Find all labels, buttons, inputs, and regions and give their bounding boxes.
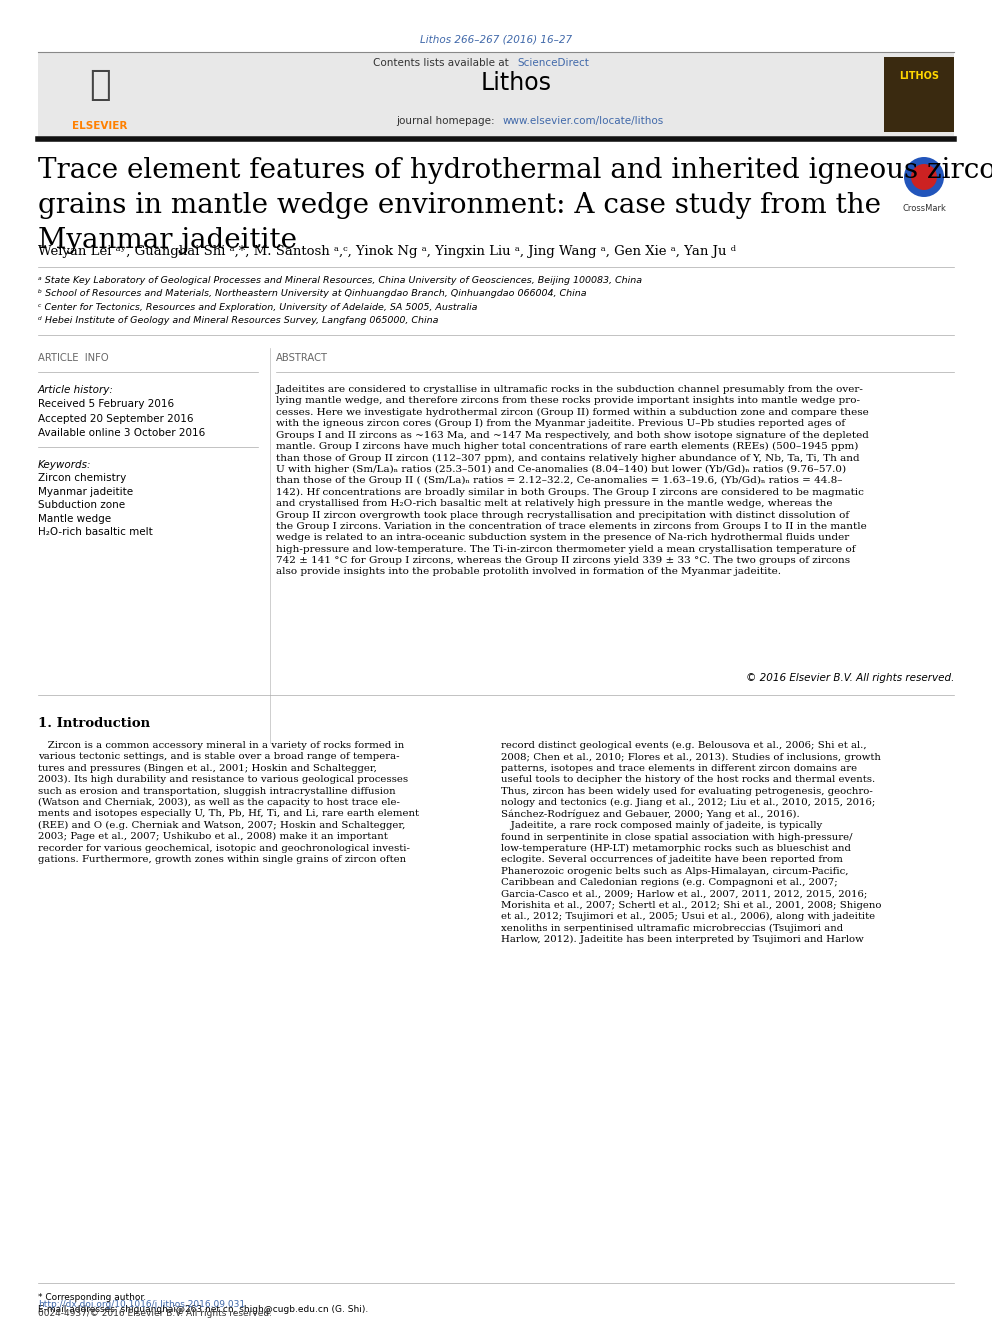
Text: Lithos: Lithos [480,71,552,95]
Text: Received 5 February 2016: Received 5 February 2016 [38,400,175,410]
Text: ABSTRACT: ABSTRACT [276,353,328,363]
Bar [38,53,954,136]
Text: ᶜ Center for Tectonics, Resources and Exploration, University of Adelaide, SA 50: ᶜ Center for Tectonics, Resources and Ex… [38,303,477,312]
Text: CrossMark: CrossMark [902,204,946,213]
Bar [884,57,954,132]
Text: record distinct geological events (e.g. Belousova et al., 2006; Shi et al.,
2008: record distinct geological events (e.g. … [501,741,882,945]
Text: Accepted 20 September 2016: Accepted 20 September 2016 [38,414,193,423]
Text: E-mail addresses: shiguanghai@263.net.cn, shigh@cugb.edu.cn (G. Shi).: E-mail addresses: shiguanghai@263.net.cn… [38,1304,368,1314]
Text: Trace element features of hydrothermal and inherited igneous zircon
grains in ma: Trace element features of hydrothermal a… [38,157,992,254]
Text: H₂O-rich basaltic melt: H₂O-rich basaltic melt [38,528,153,537]
Text: LITHOS: LITHOS [899,70,939,81]
Text: Zircon chemistry: Zircon chemistry [38,474,126,483]
Text: www.elsevier.com/locate/lithos: www.elsevier.com/locate/lithos [503,116,665,126]
Text: ARTICLE  INFO: ARTICLE INFO [38,353,109,363]
Text: Jadeitites are considered to crystallise in ultramafic rocks in the subduction c: Jadeitites are considered to crystallise… [276,385,869,576]
Text: * Corresponding author.: * Corresponding author. [38,1293,146,1302]
Text: ScienceDirect: ScienceDirect [517,58,589,67]
Text: Myanmar jadeitite: Myanmar jadeitite [38,487,133,497]
Text: journal homepage:: journal homepage: [396,116,501,126]
Text: 1. Introduction: 1. Introduction [38,717,150,730]
Text: ᵇ School of Resources and Materials, Northeastern University at Qinhuangdao Bran: ᵇ School of Resources and Materials, Nor… [38,290,586,299]
Text: © 2016 Elsevier B.V. All rights reserved.: © 2016 Elsevier B.V. All rights reserved… [746,673,954,683]
Text: Zircon is a common accessory mineral in a variety of rocks formed in
various tec: Zircon is a common accessory mineral in … [38,741,419,864]
Text: Subduction zone: Subduction zone [38,500,125,511]
Text: Weiyan Lei ᵃʸ, Guanghai Shi ᵃ,*, M. Santosh ᵃ,ᶜ, Yinok Ng ᵃ, Yingxin Liu ᵃ, Jing: Weiyan Lei ᵃʸ, Guanghai Shi ᵃ,*, M. Sant… [38,245,736,258]
Text: 0024-4937/© 2016 Elsevier B.V. All rights reserved.: 0024-4937/© 2016 Elsevier B.V. All right… [38,1308,272,1318]
Circle shape [904,157,944,197]
Text: Lithos 266–267 (2016) 16–27: Lithos 266–267 (2016) 16–27 [420,34,572,45]
Text: Article history:: Article history: [38,385,114,396]
Text: Mantle wedge: Mantle wedge [38,515,111,524]
Text: 🌳: 🌳 [89,67,111,102]
Text: http://dx.doi.org/10.1016/j.lithos.2016.09.031: http://dx.doi.org/10.1016/j.lithos.2016.… [38,1301,245,1308]
Text: Keywords:: Keywords: [38,460,91,470]
Text: ᵃ State Key Laboratory of Geological Processes and Mineral Resources, China Univ: ᵃ State Key Laboratory of Geological Pro… [38,277,642,284]
Text: Contents lists available at: Contents lists available at [373,58,515,67]
Text: ᵈ Hebei Institute of Geology and Mineral Resources Survey, Langfang 065000, Chin: ᵈ Hebei Institute of Geology and Mineral… [38,316,438,325]
Text: ELSEVIER: ELSEVIER [72,120,128,131]
Circle shape [911,164,937,191]
Text: Available online 3 October 2016: Available online 3 October 2016 [38,429,205,438]
